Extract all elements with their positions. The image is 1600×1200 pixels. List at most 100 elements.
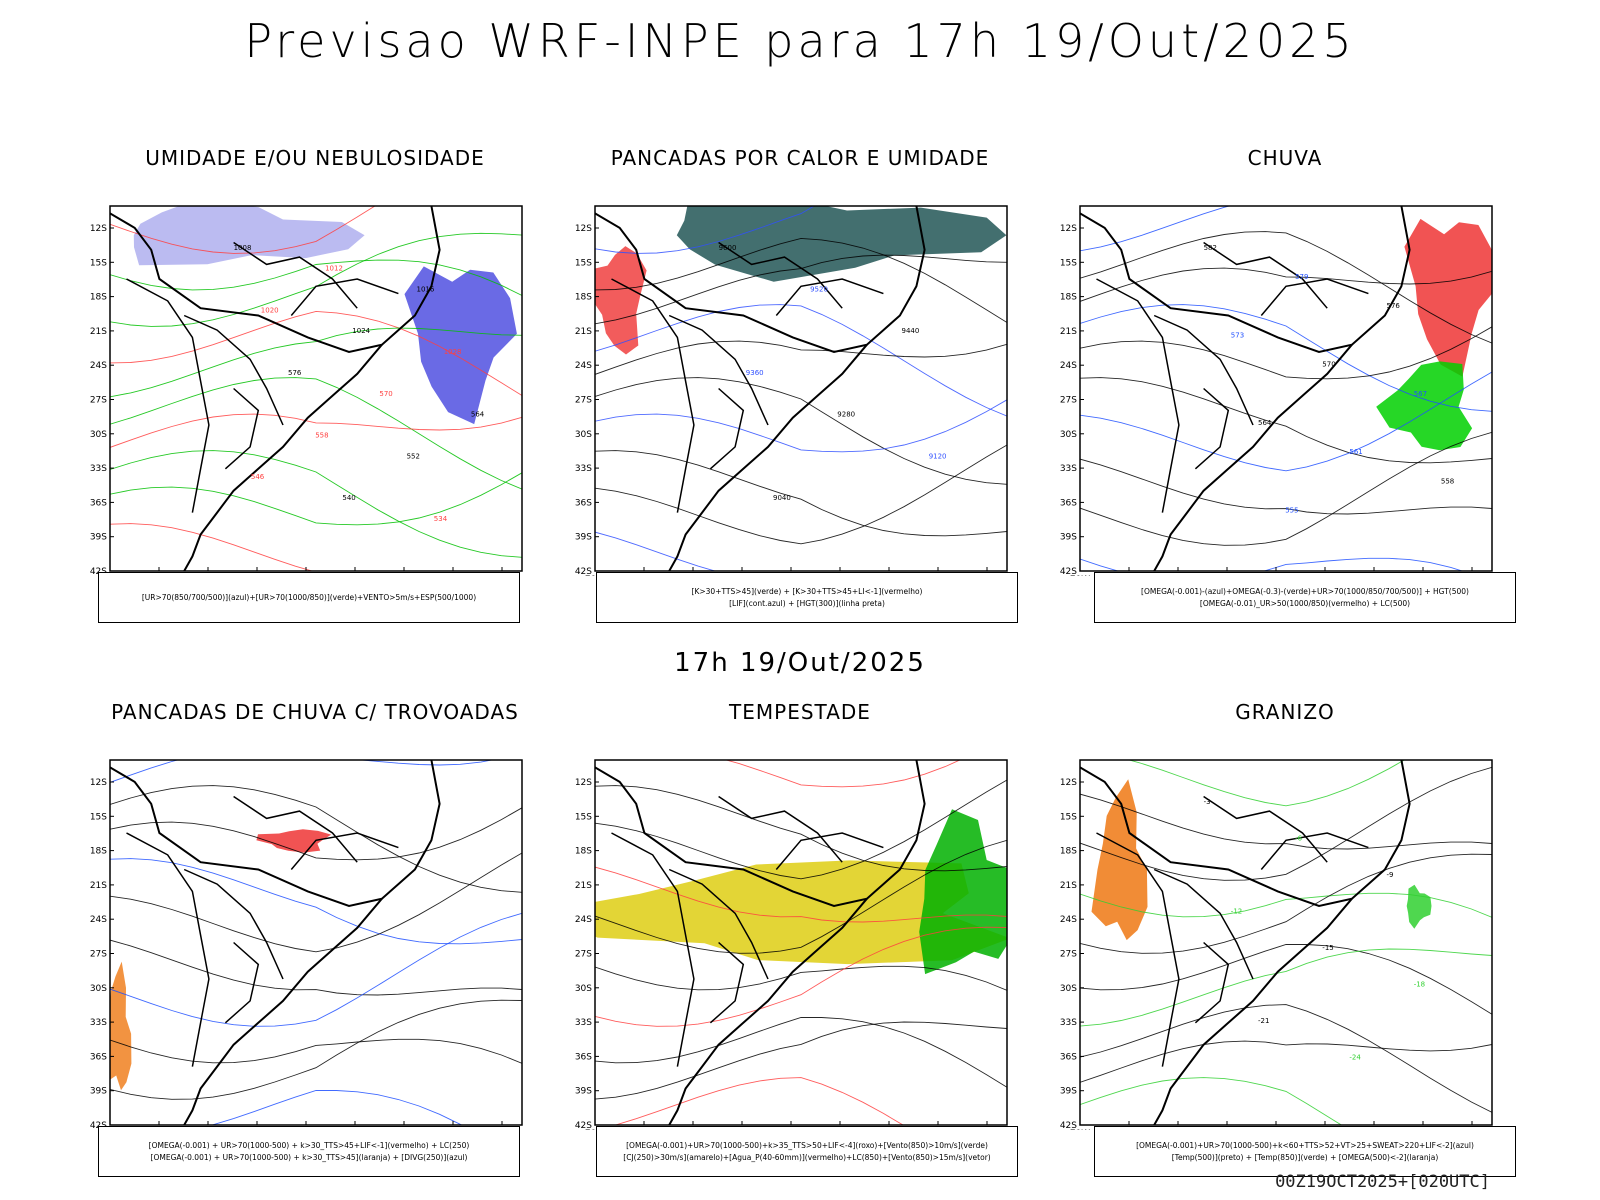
country-border	[1194, 387, 1230, 470]
coastline	[1153, 344, 1353, 571]
lat-tick-label: 33S	[575, 1018, 592, 1028]
lat-tick-label: 39S	[90, 1087, 107, 1097]
contour-label: 9040	[773, 494, 791, 502]
contour-line	[1080, 267, 1492, 302]
contour-label: -12	[1231, 907, 1242, 915]
shaded-field	[404, 266, 517, 425]
contour-line	[595, 450, 1007, 537]
panel-title: GRANIZO	[1235, 700, 1335, 724]
contour-label: 558	[1441, 477, 1454, 485]
country-border	[611, 278, 695, 513]
contour-line	[110, 858, 522, 945]
contour-line	[1080, 944, 1492, 1015]
panel-pancadas-calor: PANCADAS POR CALOR E UMIDADE 9600 9520 944…	[565, 146, 1035, 636]
panel-legend: [UR>70(850/700/500)](azul)+[UR>70(1000/8…	[98, 572, 520, 623]
lat-tick-label: 24S	[90, 361, 107, 371]
map-frame	[109, 205, 523, 572]
contour-line	[613, 1077, 904, 1125]
lat-tick-label: 36S	[1060, 498, 1077, 508]
coastline	[1080, 760, 1411, 908]
coastline	[668, 344, 868, 571]
legend-line: [OMEGA(-0.001)-(azul)+OMEGA(-0.3)-(verde…	[1141, 587, 1469, 596]
shaded-field	[256, 829, 332, 853]
contour-line	[1080, 1077, 1343, 1125]
coastline	[668, 898, 868, 1125]
forecast-map: 582 579 576 573 570 567 564 561 558 555 12S 15S 18S 2…	[1060, 205, 1493, 576]
forecast-map: 12S15S18S21S24S27S30S33S36S39S42S70W65W6…	[575, 759, 1008, 1130]
contour-label: 564	[1258, 419, 1272, 427]
legend-line: [OMEGA(-0.001) + UR>70(1000-500) + k>30_…	[150, 1153, 468, 1162]
country-border	[1096, 832, 1180, 1067]
lat-tick-label: 36S	[90, 1052, 107, 1062]
panel-title: CHUVA	[1247, 146, 1323, 170]
lat-tick-label: 30S	[575, 430, 592, 440]
lat-tick-label: 12S	[90, 778, 107, 788]
contour-line	[1080, 766, 1492, 881]
contour-line	[110, 760, 494, 783]
contour-label: 534	[434, 515, 448, 523]
shaded-field	[919, 809, 1007, 975]
lat-tick-label: 27S	[575, 396, 592, 406]
shaded-field	[595, 860, 1007, 965]
contour-label: 1024	[352, 327, 370, 335]
legend-line: [OMEGA(-0.001)+UR>70(1000-500)+k<60+TTS>…	[1136, 1141, 1474, 1150]
lat-tick-label: 27S	[1060, 396, 1077, 406]
contour-label: -18	[1414, 980, 1425, 988]
lat-tick-label: 27S	[90, 396, 107, 406]
lat-tick-label: 42S	[1060, 567, 1077, 576]
contour-line	[595, 1021, 1007, 1100]
panel-legend: [OMEGA(-0.001) + UR>70(1000-500) + k>30_…	[98, 1126, 520, 1177]
country-border	[290, 278, 399, 316]
panel-legend: [OMEGA(-0.001)+UR>70(1000-500)+k>35_TTS>…	[596, 1126, 1018, 1177]
country-border	[233, 241, 358, 309]
main-title: Previsao WRF-INPE para 17h 19/Out/2025	[244, 14, 1356, 68]
country-border	[709, 387, 745, 470]
contour-label: 573	[1231, 331, 1244, 339]
lat-tick-label: 12S	[575, 778, 592, 788]
contour-line	[595, 377, 1007, 485]
contour-line	[110, 785, 522, 893]
contour-label: 9360	[746, 369, 764, 377]
contour-label: 9440	[902, 327, 920, 335]
lat-tick-label: 27S	[90, 950, 107, 960]
lat-tick-label: 21S	[1060, 881, 1077, 891]
contour-line	[595, 785, 1007, 872]
lat-tick-label: 12S	[1060, 778, 1077, 788]
shaded-field	[595, 246, 647, 355]
country-border	[709, 941, 745, 1024]
contour-line	[1080, 948, 1492, 1027]
lat-tick-label: 21S	[575, 881, 592, 891]
shaded-field	[1404, 218, 1492, 377]
run-stamp: 00Z19OCT2025+[020UTC]	[1275, 1172, 1490, 1192]
legend-line: [OMEGA(-0.01)_UR>50(1000/850)(vermelho) …	[1199, 599, 1411, 608]
lat-tick-label: 18S	[575, 293, 592, 303]
country-border	[718, 241, 843, 309]
forecast-map: 12S15S18S21S24S27S30S33S36S39S42S70W65W6…	[90, 759, 523, 1130]
contour-line	[110, 206, 376, 254]
contour-label: 540	[342, 494, 355, 502]
panel-chuva: CHUVA 582 579 576 573 570 567 564 561 558 555 12S 1…	[1050, 146, 1520, 636]
contour-line	[595, 839, 1007, 954]
country-border	[668, 314, 769, 426]
contour-line	[595, 237, 1007, 323]
country-border	[183, 868, 284, 980]
lat-tick-label: 36S	[1060, 1052, 1077, 1062]
contour-label: 1008	[234, 244, 252, 252]
map-frame	[594, 759, 1008, 1126]
lat-tick-label: 15S	[575, 258, 592, 268]
contour-label: 9520	[810, 286, 828, 294]
contour-line	[1080, 1040, 1492, 1083]
contour-line	[595, 779, 1007, 880]
lat-tick-label: 12S	[575, 224, 592, 234]
panel-legend: [K>30+TTS>45](verde) + [K>30+TTS>45+LI<-…	[596, 572, 1018, 623]
lat-tick-label: 30S	[1060, 430, 1077, 440]
contour-label: 564	[471, 411, 485, 419]
contour-label: 9600	[719, 244, 737, 252]
lat-tick-label: 39S	[90, 533, 107, 543]
legend-line: [CJ(250)>30m/s](amarelo)+[Agua_P(40-60mm…	[623, 1153, 991, 1162]
contour-line	[1080, 458, 1492, 515]
lat-tick-label: 24S	[575, 915, 592, 925]
panel-trovoadas: PANCADAS DE CHUVA C/ TROVOADAS 12S 15S 18S…	[80, 700, 550, 1190]
country-border	[1153, 314, 1254, 426]
lat-tick-label: 42S	[575, 567, 592, 576]
